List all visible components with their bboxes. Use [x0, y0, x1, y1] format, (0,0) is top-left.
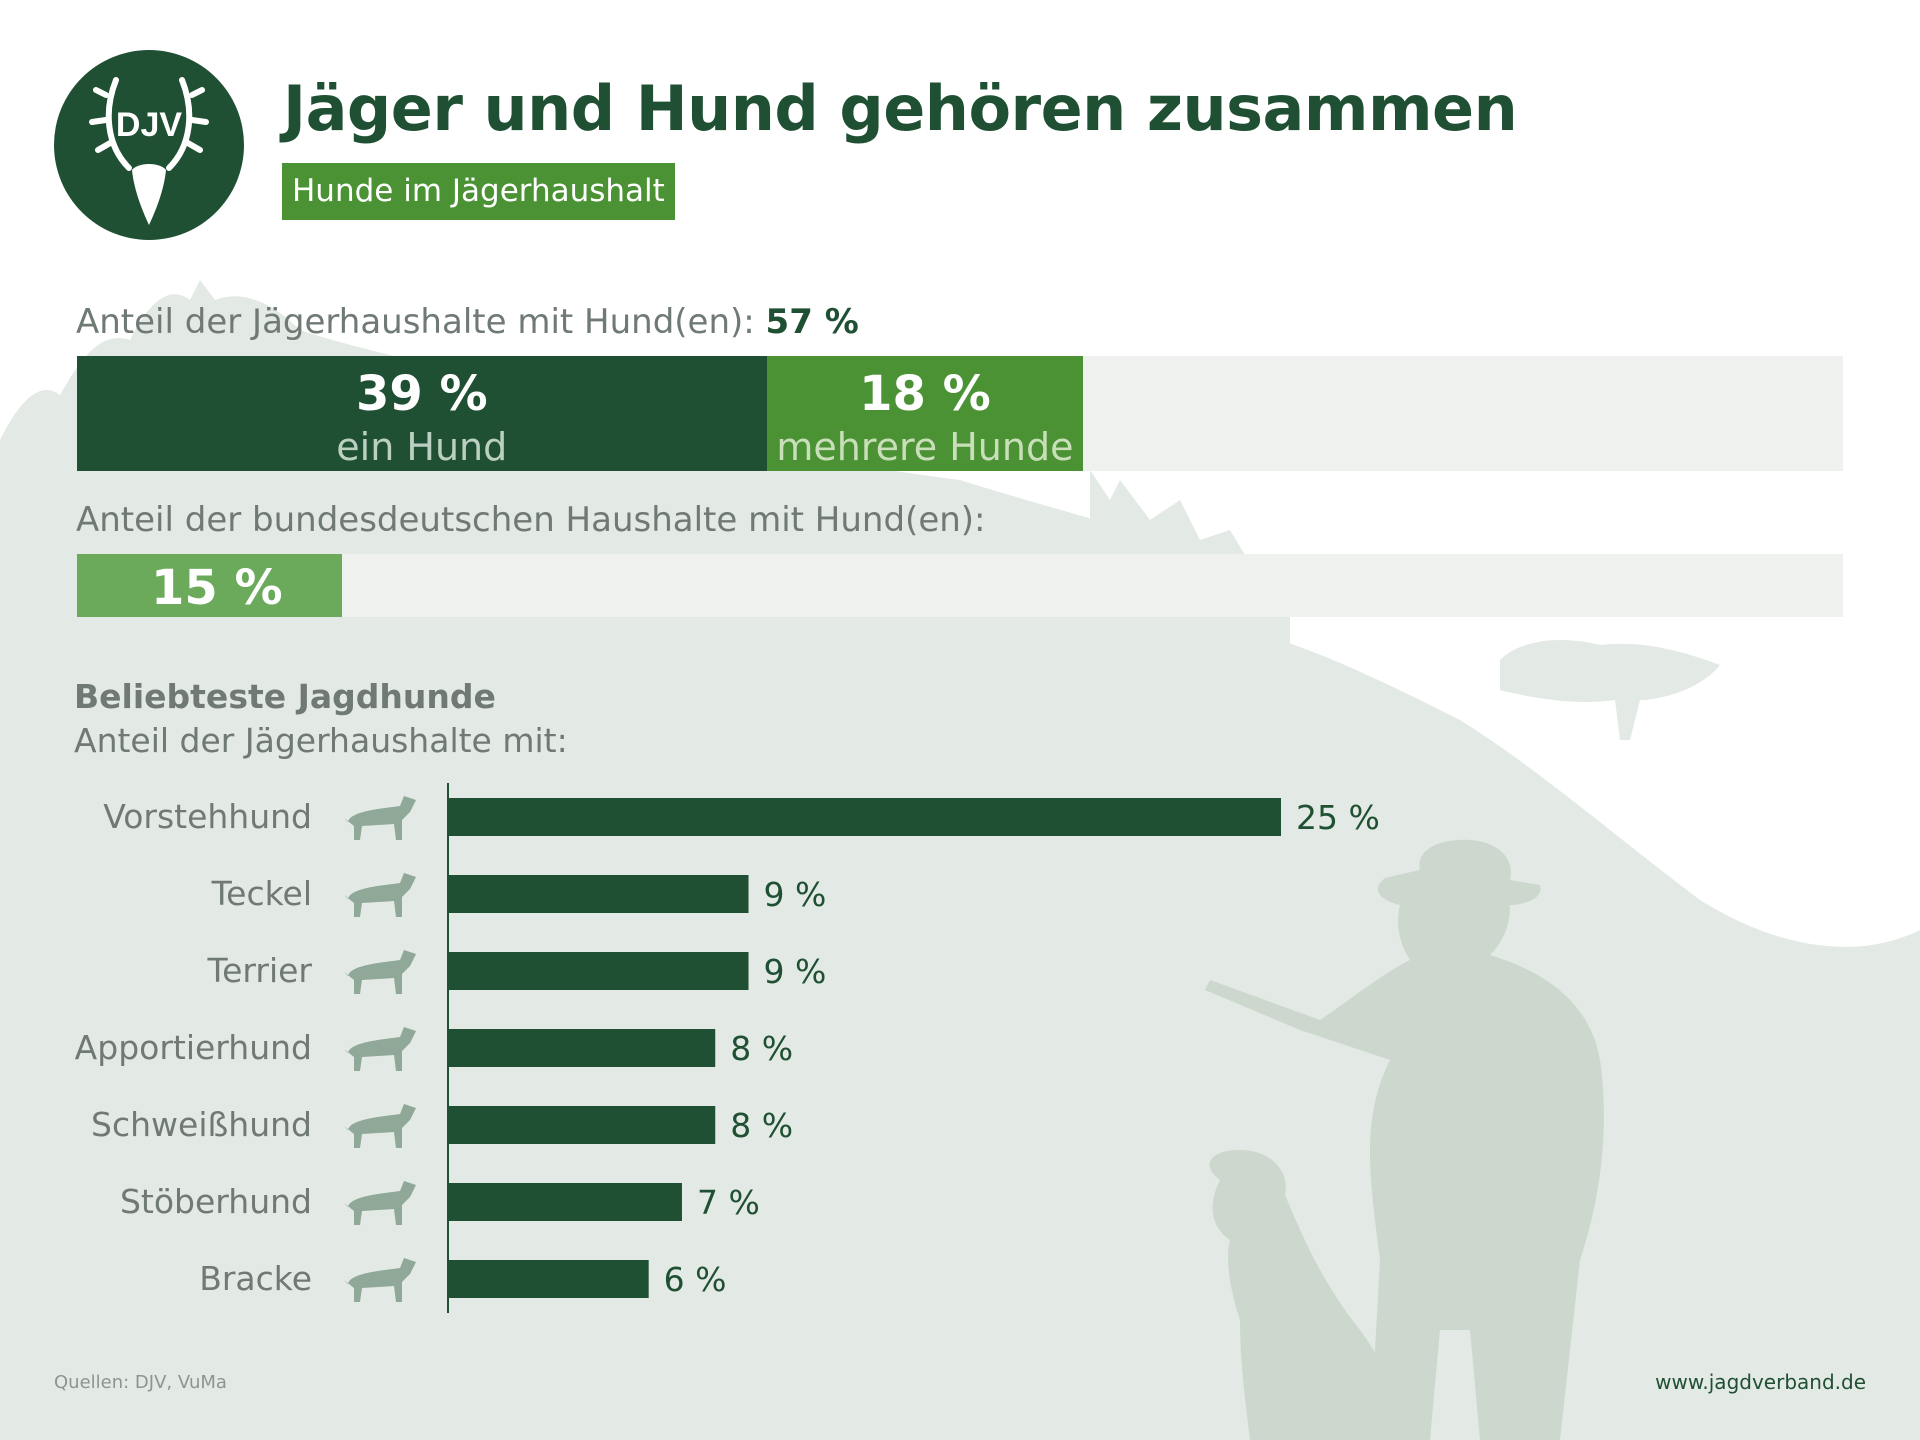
hunters-share-text: Anteil der Jägerhaushalte mit Hund(en): [76, 302, 755, 342]
one-dog-value: 39 % [355, 366, 488, 422]
bar-value-label: 25 % [1296, 798, 1380, 837]
retriever-icon [344, 1027, 416, 1071]
bar [449, 952, 749, 990]
spaniel-icon [344, 1181, 416, 1225]
category-label: Stöberhund [120, 1182, 312, 1221]
bar [449, 875, 749, 913]
bar [449, 1029, 716, 1067]
one-dog-segment: 39 % ein Hund [77, 356, 767, 471]
bloodhound-icon [344, 1104, 416, 1148]
germany-share-label: Anteil der bundesdeutschen Haushalte mit… [76, 500, 986, 540]
pointer-dog-icon [344, 796, 416, 840]
category-label: Schweißhund [91, 1105, 312, 1144]
bar [449, 1106, 716, 1144]
section-subtitle: Anteil der Jägerhaushalte mit: [74, 721, 568, 760]
germany-share-bar: 15 % [77, 554, 342, 617]
terrier-icon [344, 950, 416, 994]
category-label: Terrier [207, 951, 313, 990]
category-label: Teckel [211, 874, 312, 913]
page-title: Jäger und Hund gehören zusammen [283, 72, 1518, 145]
germany-share-value: 15 % [151, 560, 283, 616]
category-label: Vorstehhund [103, 797, 312, 836]
one-dog-text: ein Hund [336, 425, 508, 469]
beagle-icon [344, 1258, 416, 1302]
bar-value-label: 8 % [730, 1029, 793, 1068]
germany-share-track [77, 554, 1843, 617]
website-url: www.jagdverband.de [1655, 1370, 1866, 1394]
bar-value-label: 9 % [764, 875, 827, 914]
hunters-share-label: Anteil der Jägerhaushalte mit Hund(en): … [76, 302, 859, 342]
bar [449, 1260, 649, 1298]
multiple-dogs-value: 18 % [859, 366, 991, 422]
category-label: Apportierhund [75, 1028, 312, 1067]
page-subtitle: Hunde im Jägerhaushalt [282, 163, 675, 220]
bar [449, 1183, 682, 1221]
bar-value-label: 9 % [764, 952, 827, 991]
logo-text: DJV [116, 106, 182, 144]
hunters-share-total: 57 % [765, 302, 859, 342]
multiple-dogs-segment: 18 % mehrere Hunde [766, 356, 1084, 471]
sources-note: Quellen: DJV, VuMa [54, 1372, 227, 1393]
section-title: Beliebteste Jagdhunde [74, 677, 496, 716]
djv-logo-icon: DJV [54, 50, 244, 240]
dachshund-icon [344, 873, 416, 917]
bar [449, 798, 1281, 836]
bar-value-label: 7 % [697, 1183, 760, 1222]
bar-value-label: 6 % [664, 1260, 727, 1299]
multiple-dogs-text: mehrere Hunde [776, 425, 1074, 469]
category-label: Bracke [199, 1259, 312, 1298]
bar-value-label: 8 % [730, 1106, 793, 1145]
